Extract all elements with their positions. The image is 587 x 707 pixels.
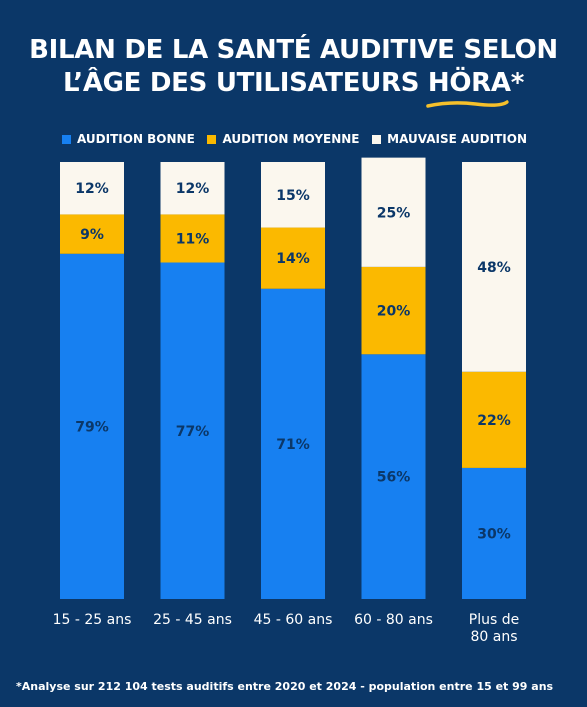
data-label-bad-4: 25% [377,205,411,221]
bar-segment-bad-1 [60,162,124,215]
x-tick-label-5-line-2: 80 ans [470,629,517,645]
bar-segment-medium-1 [60,214,124,254]
x-tick-label-4: 60 - 80 ans [354,612,433,628]
x-tick-label-2: 25 - 45 ans [153,612,232,628]
footnote: *Analyse sur 212 104 tests auditifs entr… [16,680,554,693]
bar-segment-good-2 [160,262,225,599]
title-line-2: L’ÂGE DES UTILISATEURS HÖRA * [0,67,587,108]
bar-segment-good-4 [361,354,426,599]
data-label-bad-5: 48% [477,260,511,276]
title-line-2-prefix: L’ÂGE DES UTILISATEURS [62,68,428,98]
legend-swatch-medium [207,134,217,144]
brand-name: HÖRA [427,68,511,98]
title-line-2-suffix: * [510,68,525,98]
legend-label-medium: AUDITION MOYENNE [222,132,360,146]
data-label-good-3: 71% [276,437,310,453]
bar-segment-medium-5 [462,371,526,468]
data-label-bad-1: 12% [75,181,109,197]
bar-segment-bad-2 [160,162,225,215]
legend-item-medium: AUDITION MOYENNE [207,132,360,146]
bar-segment-bad-3 [261,162,325,228]
bar-segment-medium-3 [261,227,325,289]
data-label-bad-2: 12% [176,181,210,197]
bar-segment-good-3 [261,288,325,599]
data-label-good-5: 30% [477,526,511,542]
bar-segment-bad-4 [361,157,426,267]
x-tick-label-3: 45 - 60 ans [254,612,333,628]
bar-segment-good-5 [462,467,526,599]
legend-label-good: AUDITION BONNE [77,132,195,146]
chart-title: BILAN DE LA SANTÉ AUDITIVE SELON L’ÂGE D… [0,34,587,108]
data-label-medium-3: 14% [276,251,310,267]
data-label-bad-3: 15% [276,188,310,204]
data-label-medium-1: 9% [80,227,104,243]
x-tick-label-5-line-1: Plus de [469,612,519,628]
chart-legend: AUDITION BONNE AUDITION MOYENNE MAUVAISE… [62,132,527,146]
title-line-1: BILAN DE LA SANTÉ AUDITIVE SELON [29,35,558,65]
legend-swatch-bad [372,134,382,144]
bar-segment-good-1 [60,253,124,599]
legend-item-good: AUDITION BONNE [62,132,195,146]
data-label-good-1: 79% [75,419,109,435]
legend-item-bad: MAUVAISE AUDITION [372,132,527,146]
x-tick-label-1: 15 - 25 ans [53,612,132,628]
brand-underline-swoosh [426,100,509,108]
data-label-medium-2: 11% [176,231,210,247]
brand-highlight: HÖRA [426,67,511,108]
legend-label-bad: MAUVAISE AUDITION [387,132,527,146]
data-label-good-4: 56% [377,470,411,486]
legend-swatch-good [62,134,71,144]
bar-segment-medium-4 [361,266,426,355]
bar-segment-bad-5 [462,162,526,372]
data-label-medium-4: 20% [377,304,411,320]
data-label-medium-5: 22% [477,413,511,429]
bar-segment-medium-2 [160,214,225,263]
data-label-good-2: 77% [176,424,210,440]
